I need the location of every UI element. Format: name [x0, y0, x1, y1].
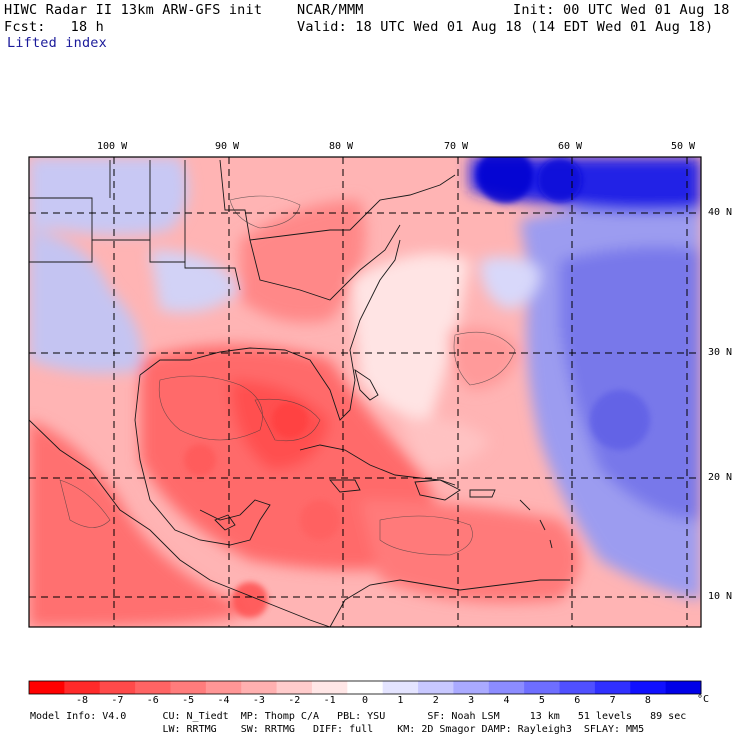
colorbar-swatch	[205, 681, 242, 694]
field-shading	[29, 157, 701, 627]
lon-label-90w: 90 W	[215, 141, 240, 152]
model-info-line-2: LW: RRTMG SW: RRTMG DIFF: full KM: 2D Sm…	[30, 724, 645, 735]
colorbar-tick-label: -8	[76, 695, 89, 706]
field-name: Lifted index	[7, 35, 107, 51]
lon-label-60w: 60 W	[558, 141, 583, 152]
colorbar-frame	[28, 680, 702, 695]
colorbar-tick-label: -1	[323, 695, 336, 706]
coastlines	[29, 159, 570, 627]
colorbar-tick-label: 7	[609, 695, 616, 706]
colorbar-swatch	[99, 681, 136, 694]
colorbar-tick-label: -6	[146, 695, 159, 706]
colorbar-swatch	[665, 681, 702, 694]
colorbar-unit: °C	[697, 694, 710, 705]
colorbar-swatch	[453, 681, 490, 694]
forecast-hour: Fcst: 18 h	[4, 19, 104, 35]
lat-label-30n: 30 N	[708, 347, 733, 358]
li-contours	[59, 195, 516, 556]
valid-time: Valid: 18 UTC Wed 01 Aug 18 (14 EDT Wed …	[297, 19, 714, 35]
colorbar-tick-label: -4	[217, 695, 230, 706]
colorbar-swatch	[276, 681, 313, 694]
colorbar-swatch	[382, 681, 419, 694]
model-info-line-1: Model Info: V4.0 CU: N_Tiedt MP: Thomp C…	[30, 711, 687, 722]
colorbar-tick-label: -5	[182, 695, 195, 706]
colorbar-swatch	[524, 681, 561, 694]
lat-label-10n: 10 N	[708, 591, 733, 602]
colorbar-tick-label: 8	[644, 695, 651, 706]
colorbar-tick-label: 3	[468, 695, 475, 706]
colorbar-swatch	[241, 681, 278, 694]
colorbar-swatch	[64, 681, 101, 694]
lon-label-70w: 70 W	[444, 141, 469, 152]
lat-label-40n: 40 N	[708, 207, 733, 218]
colorbar-tick-label: -2	[288, 695, 301, 706]
colorbar-swatch	[594, 681, 631, 694]
colorbar-tick-label: 1	[397, 695, 404, 706]
colorbar-swatch	[311, 681, 348, 694]
colorbar-tick-label: 6	[574, 695, 581, 706]
org-label: NCAR/MMM	[297, 2, 364, 18]
colorbar-swatch	[559, 681, 596, 694]
colorbar-tick-label: -7	[111, 695, 124, 706]
colorbar-tick-label: 5	[538, 695, 545, 706]
colorbar-tick-label: 2	[432, 695, 439, 706]
colorbar-swatch	[418, 681, 454, 694]
lon-label-50w: 50 W	[671, 141, 696, 152]
colorbar-swatch	[347, 681, 384, 694]
lon-label-80w: 80 W	[329, 141, 354, 152]
lat-lon-grid	[29, 157, 701, 627]
colorbar-swatch	[135, 681, 171, 694]
lat-label-20n: 20 N	[708, 472, 733, 483]
colorbar-tick-label: 0	[361, 695, 369, 706]
colorbar-swatch	[170, 681, 207, 694]
colorbar-tick-label: 4	[503, 695, 510, 706]
run-title: HIWC Radar II 13km ARW-GFS init	[4, 2, 263, 18]
colorbar-swatch	[630, 681, 667, 694]
lon-label-100w: 100 W	[97, 141, 128, 152]
colorbar-swatch	[29, 681, 65, 694]
map-frame	[28, 156, 702, 628]
init-time: Init: 00 UTC Wed 01 Aug 18	[513, 2, 730, 18]
colorbar	[28, 680, 702, 695]
colorbar-tick-label: -3	[252, 695, 265, 706]
colorbar-swatch	[488, 681, 525, 694]
